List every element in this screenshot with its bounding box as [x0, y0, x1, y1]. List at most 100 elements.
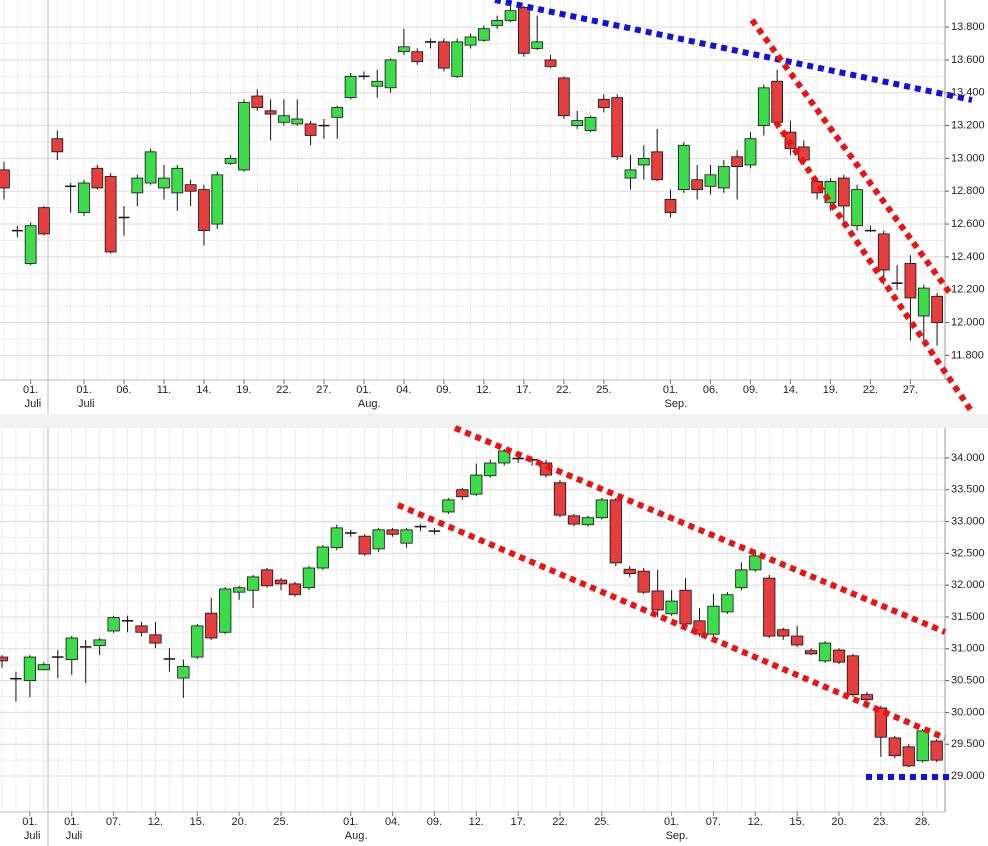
candle-body: [504, 10, 517, 21]
y-tick-label: 11.800: [951, 349, 984, 361]
candle-body: [478, 28, 490, 41]
candle-body: [679, 589, 692, 625]
candle-body: [104, 176, 117, 253]
candle-body: [246, 576, 260, 591]
candle-body: [414, 525, 427, 528]
y-tick-label: 33.500: [951, 484, 985, 496]
candle-body: [735, 569, 748, 589]
trend-lines: [396, 0, 975, 780]
candle-body: [177, 666, 190, 679]
x-tick-label: 15.: [190, 816, 205, 828]
candle-body: [224, 158, 237, 164]
candle-body: [358, 535, 371, 555]
candle-body: [400, 529, 413, 544]
candle-body: [205, 612, 218, 639]
candle-body: [526, 459, 538, 461]
candle-body: [251, 95, 264, 108]
candle-body: [163, 658, 176, 660]
x-tick-label: 09.: [436, 384, 451, 396]
x-tick-label: 12.: [148, 816, 163, 828]
candle-body: [651, 151, 664, 181]
y-tick-label: 31.500: [951, 611, 985, 623]
candle-body: [318, 124, 330, 127]
y-tick-label: 32.000: [951, 579, 985, 591]
x-tick-label: 07.: [106, 816, 121, 828]
candle-body: [278, 115, 290, 123]
candle-body: [930, 740, 943, 761]
candle-body: [93, 639, 106, 647]
candle-body: [851, 189, 863, 227]
candle-body: [198, 189, 210, 232]
x-tick-label: 25.: [594, 816, 609, 828]
candle-body: [888, 737, 901, 757]
candle-body: [107, 617, 120, 632]
y-tick-label: 13.400: [951, 87, 985, 99]
candle-body: [238, 102, 250, 171]
x-tick-label: 09.: [427, 816, 442, 828]
y-tick-label: 12.800: [951, 185, 985, 197]
candle-body: [442, 499, 455, 513]
candle-body: [491, 20, 504, 26]
x-tick-label: 19.: [823, 384, 838, 396]
candle-body: [584, 116, 597, 131]
y-tick-label: 12.200: [951, 284, 985, 296]
candle-body: [425, 41, 437, 43]
candle-body: [0, 656, 9, 662]
x-tick-label: 14.: [196, 384, 211, 396]
candle-body: [664, 199, 677, 213]
y-tick-label: 31.000: [951, 643, 985, 655]
trend-line: [453, 425, 947, 635]
candle-body: [330, 527, 343, 549]
candle-body: [749, 555, 762, 571]
candle-body: [623, 568, 636, 575]
candle-body: [818, 642, 832, 662]
candle-body: [595, 499, 608, 519]
candle-body: [78, 182, 90, 213]
candle-body: [791, 635, 804, 646]
candle-body: [846, 655, 860, 696]
trend-line: [773, 120, 975, 414]
candle-body: [707, 605, 720, 635]
candle-body: [651, 590, 664, 611]
candle-body: [691, 179, 704, 190]
candle-body: [832, 649, 846, 663]
candle-body: [777, 629, 790, 637]
candle-body: [304, 123, 317, 136]
candle-body: [131, 177, 144, 194]
candle-body: [37, 664, 50, 671]
candle-body: [274, 579, 288, 585]
candle-body: [609, 499, 622, 564]
candle-body: [331, 107, 344, 118]
candle-body: [597, 98, 610, 108]
candle-body: [891, 282, 903, 284]
x-tick-label: 04.: [396, 384, 411, 396]
x-tick-label: 27.: [316, 384, 331, 396]
candle-body: [704, 174, 717, 187]
candle-body: [771, 80, 784, 123]
candle-body: [637, 158, 650, 166]
candle-body: [518, 6, 530, 54]
candle-body: [677, 144, 690, 190]
candle-body: [219, 588, 232, 633]
x-tick-label: 20.: [831, 816, 846, 828]
candle-body: [260, 569, 274, 587]
x-month-label: Juli: [66, 830, 83, 842]
candle-body: [916, 730, 929, 762]
x-month-label: Aug.: [345, 830, 368, 842]
y-tick-label: 12.400: [951, 251, 985, 263]
y-tick-label: 13.000: [951, 152, 985, 164]
y-tick-label: 13.600: [951, 54, 985, 66]
candle-body: [411, 51, 424, 62]
candle-body: [804, 650, 818, 655]
candle-body: [693, 620, 706, 635]
candle-body: [544, 59, 557, 67]
candle-body: [581, 517, 595, 526]
candle-body: [717, 166, 730, 189]
candle-body: [344, 75, 357, 99]
trend-line: [396, 502, 947, 741]
y-tick-label: 34.000: [951, 452, 985, 464]
x-tick-label: 01.: [22, 816, 37, 828]
candle-body: [837, 177, 850, 207]
